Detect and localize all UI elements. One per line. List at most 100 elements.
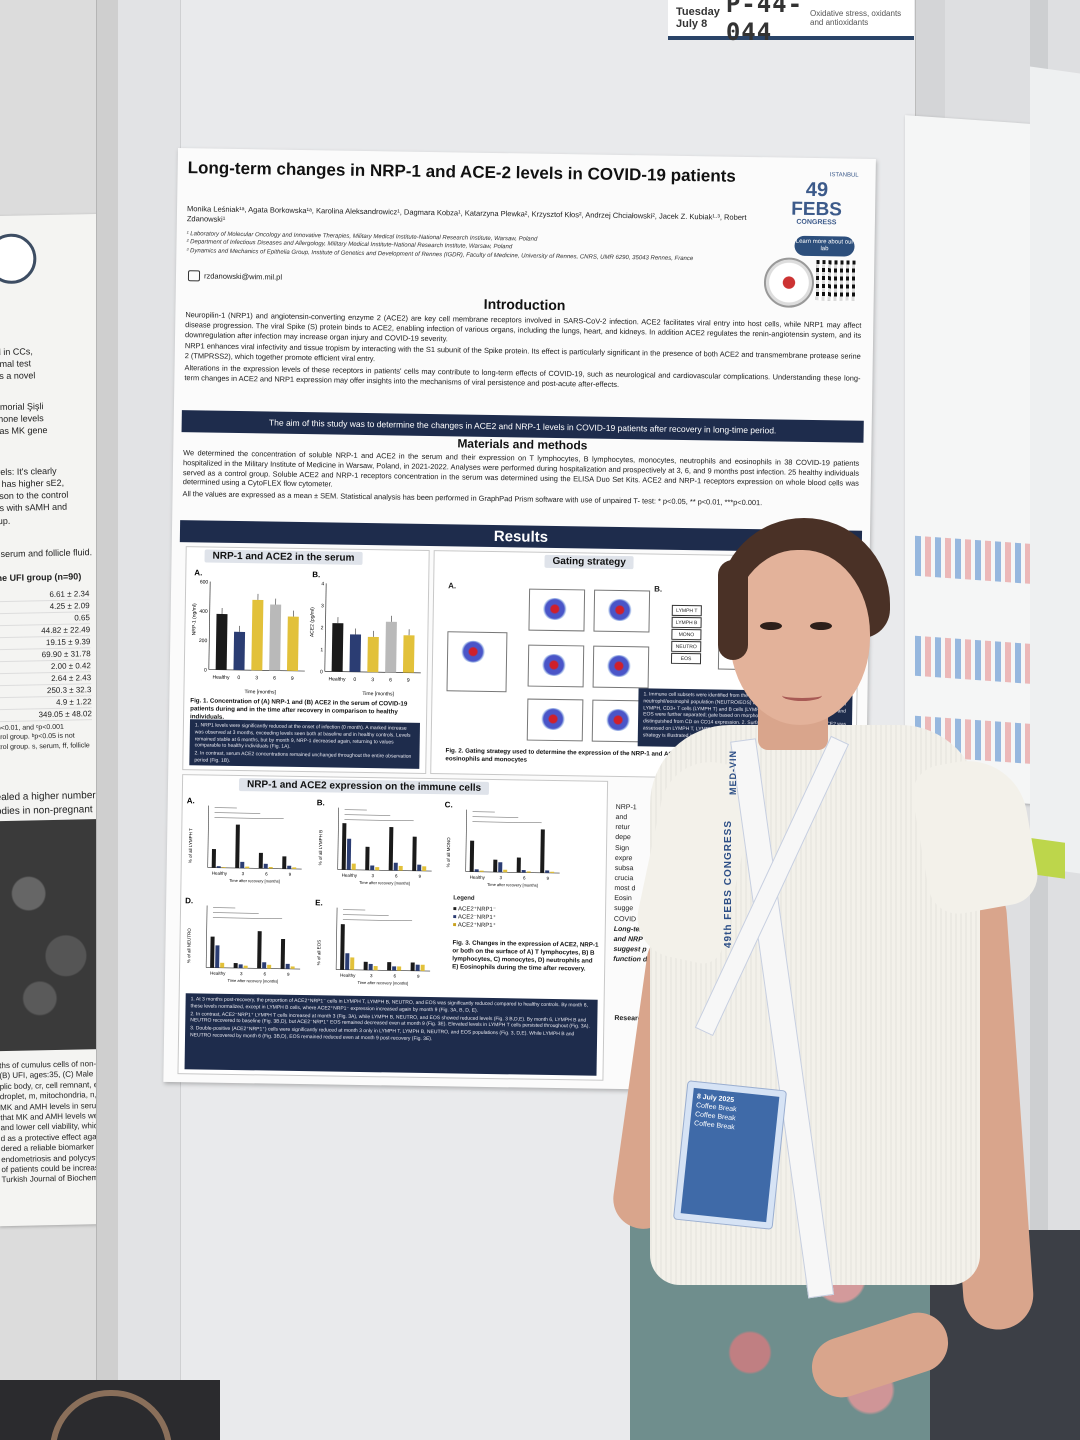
board-code: P-44-044 xyxy=(725,0,804,46)
panel-letter: C. xyxy=(445,800,453,809)
bar xyxy=(393,862,398,871)
bar xyxy=(245,866,250,869)
bar xyxy=(243,965,248,969)
bar xyxy=(493,859,498,873)
serum-xlabel-a: Time [months] xyxy=(244,689,276,696)
x-tick-label: 9 xyxy=(287,972,290,977)
bar xyxy=(368,963,373,971)
bar xyxy=(388,827,394,871)
y-tick-label: 2 xyxy=(321,625,324,631)
bar xyxy=(521,870,526,873)
y-tick-label: 3 xyxy=(321,603,324,609)
serum-findings: 1. NRP1 levels were significantly reduce… xyxy=(189,719,421,769)
bar xyxy=(415,964,420,971)
bar xyxy=(257,931,262,969)
serum-chart-a: 0 200 400 600 Healthy 0 3 6 9 xyxy=(199,579,305,682)
legend-title: Legend xyxy=(453,895,475,902)
x-axis-label: Time after recovery [months] xyxy=(228,978,279,984)
smile xyxy=(782,690,822,701)
bar xyxy=(220,962,225,968)
y-axis xyxy=(335,907,338,970)
table-row: 349.05 ± 48.02 xyxy=(0,708,93,723)
y-tick-label: 400 xyxy=(199,609,208,615)
bar xyxy=(263,863,268,869)
bar xyxy=(240,861,245,869)
panel-letter: B. xyxy=(317,798,325,807)
bar xyxy=(331,623,344,672)
scatter-plot xyxy=(446,631,508,693)
bar xyxy=(262,962,267,969)
x-tick-label: 3 xyxy=(371,677,374,683)
bar xyxy=(290,966,295,969)
scatter-plot xyxy=(528,588,586,632)
presenter: 49th FEBS CONGRESS MED-VIN 8 July 2025 C… xyxy=(609,500,1060,1440)
y-axis xyxy=(337,807,339,870)
bar xyxy=(540,829,545,873)
contact-email: rzdanowski@wim.mil.pl xyxy=(187,270,282,282)
serum-chart-a-label: A. xyxy=(194,568,202,577)
y-axis-label: % of all LYMPH B xyxy=(318,830,324,866)
panel-letter: E. xyxy=(315,898,323,907)
serum-chart-b: 0 1 2 3 4 Healthy 0 3 6 9 xyxy=(320,581,421,684)
y-tick-label: 0 xyxy=(204,667,207,673)
intro-text: Neuropilin-1 (NRP1) and angiotensin-conv… xyxy=(184,310,862,389)
left-text-block-4: ealed a higher number odies in non-pregna… xyxy=(0,790,96,817)
significance-bracket xyxy=(472,821,542,823)
bar xyxy=(268,866,273,869)
panel-letter: A. xyxy=(187,796,195,805)
x-axis-label: Time after recovery [months] xyxy=(359,880,410,886)
lanyard-text-2: MED-VIN xyxy=(728,750,738,795)
febs-congress-logo: ISTANBUL 49 FEBS CONGRESS xyxy=(791,172,859,227)
gating-label-a: A. xyxy=(448,581,457,591)
serum-chart-b-label: B. xyxy=(312,570,320,579)
left-board-frame xyxy=(96,0,120,1440)
scatter-plot xyxy=(527,644,585,688)
bar xyxy=(282,856,287,869)
y-axis xyxy=(324,583,327,672)
serum-charts: A. B. NRP-1 (ng/ml) ACE2 (pg/ml) 0200400… xyxy=(191,568,421,698)
bar xyxy=(402,635,415,673)
bar xyxy=(215,613,228,670)
x-tick-label: Healthy xyxy=(470,875,486,880)
legend-item-3: ■ ACE2⁺NRP1⁺ xyxy=(452,922,496,930)
learn-more-button: Learn more about our lab xyxy=(794,235,855,257)
bar xyxy=(410,962,415,971)
serum-xlabel-b: Time [months] xyxy=(362,691,394,698)
x-tick-label: 6 xyxy=(273,676,276,682)
bar xyxy=(235,824,240,869)
x-tick-label: 6 xyxy=(389,677,392,683)
serum-panel: NRP-1 and ACE2 in the serum A. B. NRP-1 … xyxy=(182,546,430,774)
x-tick-label: 9 xyxy=(289,872,292,877)
bar xyxy=(397,966,402,971)
x-tick-label: 3 xyxy=(500,875,503,880)
x-tick-label: Healthy xyxy=(212,675,230,681)
serum-ylabel-b: ACE2 (pg/ml) xyxy=(309,607,315,637)
bar xyxy=(351,863,356,870)
poster-affiliations: ¹ Laboratory of Molecular Oncology and I… xyxy=(186,231,694,262)
significance-bracket xyxy=(214,817,284,819)
left-text-block-3: levels: It's clearly up has higher sE2,a… xyxy=(0,465,69,526)
y-axis xyxy=(208,581,211,670)
bar xyxy=(469,840,475,872)
eye-left xyxy=(760,622,782,630)
significance-bracket xyxy=(344,819,414,821)
y-tick-label: 1 xyxy=(320,647,323,653)
y-tick-label: 200 xyxy=(199,638,208,644)
board-topic: Oxidative stress, oxidants and antioxida… xyxy=(810,8,902,27)
x-tick-label: 0 xyxy=(353,677,356,683)
table-footnotes: ᵇp<0.01, and ᶜp<0.001 ntrol group. ᵇp<0.0… xyxy=(0,723,90,752)
x-axis-label: Time after recovery [months] xyxy=(357,980,408,986)
bar xyxy=(340,924,345,970)
significance-bracket xyxy=(472,816,519,818)
bar xyxy=(258,852,263,869)
bar xyxy=(387,962,392,971)
badge-card: 8 July 2025 Coffee Break Coffee Break Co… xyxy=(680,1087,780,1223)
board-date: Tuesday July 8 xyxy=(676,5,720,30)
bar xyxy=(349,634,362,672)
table-header: The UFI group (n=90) xyxy=(0,571,82,584)
bar xyxy=(216,866,221,868)
bar xyxy=(233,963,238,969)
x-tick-label: 0 xyxy=(237,675,240,681)
bar xyxy=(233,631,246,671)
